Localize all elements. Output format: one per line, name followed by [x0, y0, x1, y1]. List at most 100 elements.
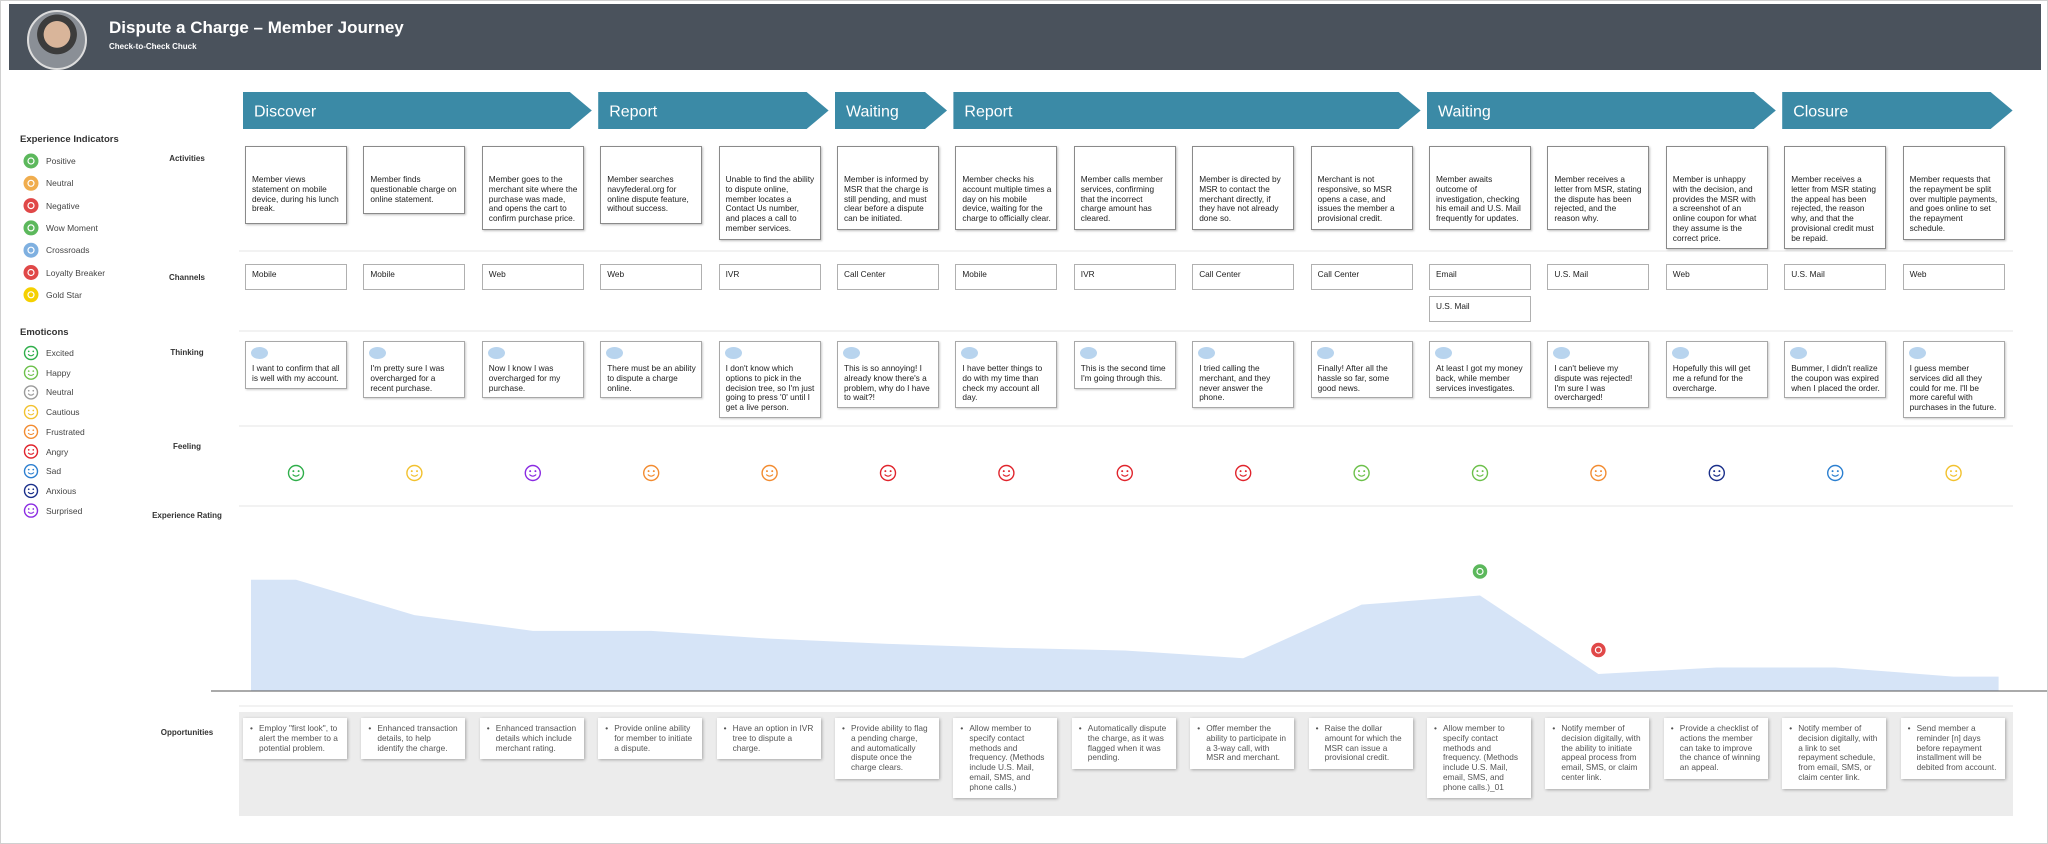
- feeling-icon-mouth: [292, 474, 300, 477]
- stage-arrow: [835, 92, 947, 129]
- feeling-icon-eye: [1836, 470, 1839, 473]
- stage-label: Report: [609, 104, 658, 121]
- feeling-icon-mouth: [1594, 474, 1603, 477]
- emoticon-icon-mouth: [27, 511, 35, 514]
- indicator-icon-dot: [27, 224, 35, 232]
- emoticon-icon-eye: [32, 409, 35, 412]
- feeling-icon-eye: [1358, 470, 1360, 473]
- feeling-icon-mouth: [1949, 474, 1958, 477]
- emoticon-icon-eye: [32, 449, 35, 451]
- stage-arrow: [243, 92, 592, 129]
- feeling-icon-mouth: [1713, 474, 1721, 477]
- feeling-icon: [1234, 464, 1252, 482]
- feeling-icon-eye: [1476, 470, 1479, 473]
- feeling-icon-eye: [1950, 470, 1952, 473]
- subtitle: Check-to-Check Chuck: [109, 42, 197, 51]
- channel-box: U.S. Mail: [1547, 264, 1650, 290]
- thinking-card: Bummer, I didn't realize the coupon was …: [1784, 341, 1887, 399]
- opportunity-card: Raise the dollar amount for which the MS…: [1308, 718, 1413, 770]
- opportunity-card: Allow member to specify contact methods …: [953, 718, 1058, 799]
- stage-label: Discover: [254, 104, 317, 121]
- indicator-marker: [1471, 562, 1489, 581]
- feeling-icon-mouth: [1831, 474, 1839, 477]
- opportunity-card: Automatically dispute the charge, as it …: [1071, 718, 1176, 770]
- feeling-icon-eye: [1126, 470, 1129, 473]
- emoticon-icon: [23, 404, 39, 420]
- thinking-card: I can't believe my dispute was rejected!…: [1547, 341, 1650, 409]
- emoticon-icon-eye: [27, 389, 30, 392]
- indicator-icon: [23, 175, 39, 191]
- indicator-icon: [23, 242, 39, 258]
- stage-label: Waiting: [846, 104, 899, 121]
- legend-heading: Emoticons: [20, 327, 69, 338]
- row-label: Feeling: [172, 442, 201, 451]
- title: Dispute a Charge – Member Journey: [109, 18, 404, 37]
- indicator-icon: [23, 220, 39, 236]
- feeling-icon-eye: [416, 470, 418, 473]
- channel-box: Web: [1665, 264, 1768, 290]
- feeling-icon: [1590, 464, 1607, 482]
- row-label: Activities: [169, 154, 205, 163]
- legend-item: Frustrated: [46, 426, 85, 437]
- indicator-icon: [23, 287, 39, 303]
- emoticon-icon-eye: [32, 350, 35, 353]
- channel-box: Call Center: [837, 264, 939, 290]
- activity-card: Member finds questionable charge on onli…: [363, 146, 466, 214]
- feeling-icon: [643, 464, 660, 482]
- feeling-icon-eye: [1594, 470, 1597, 473]
- stage-label: Report: [964, 104, 1013, 121]
- activity-card: Member requests that the repayment be sp…: [1902, 146, 2005, 240]
- experience-area: [251, 579, 1999, 691]
- channel-box: IVR: [1073, 264, 1176, 290]
- emoticon-icon: [23, 503, 39, 518]
- stage-arrow: [1427, 92, 1776, 129]
- feeling-icon-eye: [652, 470, 655, 473]
- emoticon-icon: [23, 444, 39, 459]
- emoticon-icon-eye: [27, 350, 30, 353]
- opportunity-card: Offer member the ability to participate …: [1190, 718, 1295, 770]
- opportunity-card: Employ "first look", to alert the member…: [243, 718, 347, 760]
- opportunity-card: Notify member of decision digitally, wit…: [1782, 718, 1887, 789]
- header: Dispute a Charge – Member Journey Check-…: [9, 4, 2041, 70]
- emoticon-icon-eye: [27, 508, 30, 510]
- indicator-icon-dot: [27, 268, 35, 277]
- row-label: Experience Rating: [152, 511, 222, 520]
- emoticon-icon: [23, 424, 39, 439]
- row-label: Opportunities: [160, 728, 214, 737]
- legend-item: Cautious: [46, 407, 80, 418]
- emoticon-icon-eye: [32, 468, 35, 471]
- feeling-icon-mouth: [884, 474, 892, 477]
- activity-card: Member awaits outcome of investigation, …: [1429, 146, 1531, 230]
- indicator-icon-dot: [27, 179, 35, 187]
- stage-arrow: [953, 92, 1421, 129]
- activity-card: Member searches navyfederal.org for onli…: [600, 146, 703, 224]
- activity-card: Merchant is not responsive, so MSR opens…: [1310, 146, 1413, 230]
- feeling-icon: [1471, 464, 1489, 482]
- feeling-icon-mouth: [647, 474, 655, 477]
- emoticon-icon-eye: [32, 488, 35, 491]
- feeling-icon-eye: [1600, 470, 1602, 473]
- emoticon-icon-mouth: [27, 432, 35, 436]
- indicator-marker: [1589, 641, 1608, 659]
- emoticon-icon: [23, 464, 39, 479]
- feeling-icon-mouth: [1002, 474, 1011, 477]
- feeling-icon-eye: [1831, 470, 1834, 473]
- feeling-icon-eye: [1481, 470, 1484, 473]
- feeling-icon: [761, 464, 778, 482]
- feeling-icon-mouth: [529, 474, 537, 477]
- legend-item: Anxious: [46, 485, 77, 496]
- emoticon-icon-eye: [27, 468, 30, 471]
- stage-label: Waiting: [1438, 104, 1491, 121]
- opportunity-card: Provide online ability for member to ini…: [598, 718, 703, 760]
- feeling-icon-eye: [529, 470, 532, 473]
- opportunity-card: Enhanced transaction details, to help id…: [361, 718, 466, 760]
- feeling-icon-mouth: [1357, 474, 1366, 477]
- emoticon-icon-eye: [27, 488, 30, 491]
- row-label: Thinking: [170, 348, 204, 357]
- feeling-icon-eye: [292, 470, 295, 473]
- emoticon-icon-eye: [32, 429, 35, 432]
- emoticon-icon: [23, 483, 39, 499]
- feeling-icon-mouth: [765, 474, 774, 477]
- indicator-icon-dot: [27, 291, 35, 299]
